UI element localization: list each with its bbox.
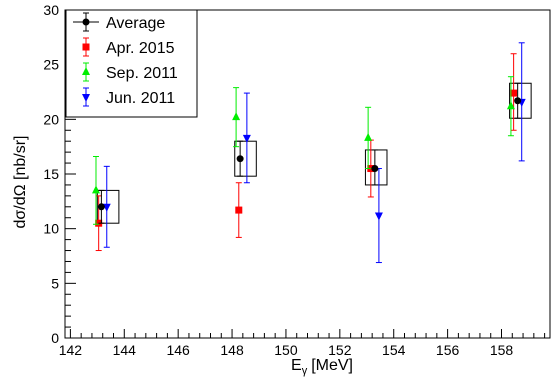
x-tick-label: 154 [382, 342, 406, 358]
y-tick-label: 5 [51, 275, 59, 291]
legend-label: Average [106, 15, 165, 32]
y-tick-label: 30 [43, 2, 59, 18]
legend-label: Jun. 2011 [106, 90, 175, 107]
marker-triangle-up [506, 101, 515, 110]
x-tick-label: 148 [220, 342, 244, 358]
average-uncertainty-box [96, 189, 120, 224]
marker-circle [97, 203, 105, 211]
marker-triangle-down [242, 134, 251, 143]
x-axis-label: Eγ [MeV] [291, 357, 353, 377]
marker-circle [371, 165, 379, 173]
x-tick-label: 158 [490, 342, 514, 358]
x-tick-label: 144 [113, 342, 137, 358]
y-tick-label: 0 [51, 330, 59, 346]
y-tick-label: 15 [43, 166, 59, 182]
x-tick-label: 150 [274, 342, 298, 358]
x-tick-label: 142 [59, 342, 83, 358]
x-tick-label: 152 [328, 342, 352, 358]
marker-circle [236, 155, 244, 163]
marker-square [82, 43, 90, 51]
marker-triangle-down [102, 203, 111, 212]
marker-triangle-down [374, 212, 383, 221]
marker-circle [514, 97, 522, 105]
marker-square [235, 206, 243, 214]
marker-triangle-up [364, 132, 373, 141]
marker-triangle-down [82, 94, 90, 102]
x-tick-label: 156 [436, 342, 460, 358]
y-axis-ticks: 0 5 10 15 20 25 30 [43, 2, 76, 346]
y-tick-label: 20 [43, 111, 59, 127]
x-tick-label: 146 [166, 342, 190, 358]
marker-triangle-up [91, 185, 100, 194]
marker-square [510, 89, 518, 97]
data-series [91, 42, 526, 264]
marker-triangle-up [232, 112, 241, 121]
marker-circle [82, 18, 90, 26]
y-tick-label: 25 [43, 57, 59, 73]
marker-triangle-up [82, 67, 90, 75]
y-axis-label: dσ/dΩ [nb/sr] [12, 136, 29, 229]
legend-label: Sep. 2011 [106, 65, 178, 82]
x-axis-ticks: 142 144 146 148 150 152 154 156 158 [59, 329, 546, 358]
legend: Average Apr. 2015 Sep. 2011 Jun. 2011 [65, 9, 198, 118]
y-tick-label: 10 [43, 221, 59, 237]
average-uncertainty-box [234, 140, 257, 177]
legend-label: Apr. 2015 [106, 40, 175, 57]
